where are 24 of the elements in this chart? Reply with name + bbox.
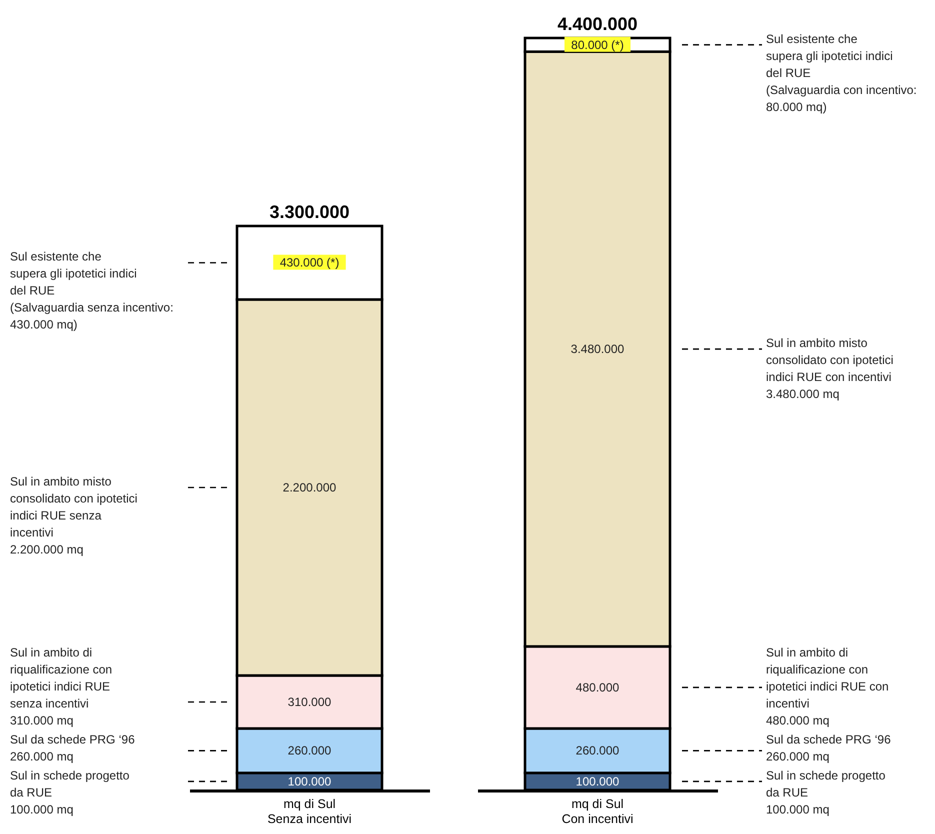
text: Sul in ambito di riqualificazione con ipotetici indici RUE con incentivi 480.000 mq xyxy=(766,645,889,728)
x-tick-label: mq di Sul Con incentivi xyxy=(562,797,634,826)
data-label: 100.000 xyxy=(288,774,332,788)
data-label: 310.000 xyxy=(288,694,332,709)
text: Sul esistente che supera gli ipotetici indici del RUE (Salvaguardia con incentivo: 80.000 mq) xyxy=(766,32,917,114)
text: Sul in schede progetto da RUE 100.000 mq xyxy=(766,768,886,816)
text: Sul in ambito misto consolidato con ipotetici indici RUE con incentivi 3.480.000 mq xyxy=(766,336,894,402)
total-label: 3.300.000 xyxy=(269,202,350,222)
text: Sul da schede PRG ‘96 260.000 mq xyxy=(10,732,136,764)
text: Sul in ambito misto consolidato con ipotetici indici RUE senza incentivi 2.200.000 mq xyxy=(10,474,138,556)
data-label: 430.000 (*) xyxy=(280,256,340,270)
data-label: 260.000 xyxy=(288,744,332,758)
data-label: 3.480.000 xyxy=(570,342,625,356)
data-label: 80.000 (*) xyxy=(571,38,624,52)
annotation: Sul esistente che supera gli ipotetici indici del RUE (Salvaguardia senza incentivo: 430.000 mq) xyxy=(10,250,174,332)
x-tick-label: mq di Sul Senza incentivi xyxy=(267,797,352,826)
text: Sul da schede PRG ‘96 260.000 mq xyxy=(766,732,892,764)
total-label: 4.400.000 xyxy=(557,14,638,34)
data-label: 480.000 xyxy=(576,680,620,694)
text: Sul in schede progetto da RUE 100.000 mq xyxy=(10,768,130,816)
data-label: 260.000 xyxy=(576,744,620,758)
data-label: 2.200.000 xyxy=(282,480,337,494)
text: Sul in ambito di riqualificazione con ipotetici indici RUE senza incentivi 310.000 mq xyxy=(10,645,112,728)
data-label: 100.000 xyxy=(576,774,620,788)
